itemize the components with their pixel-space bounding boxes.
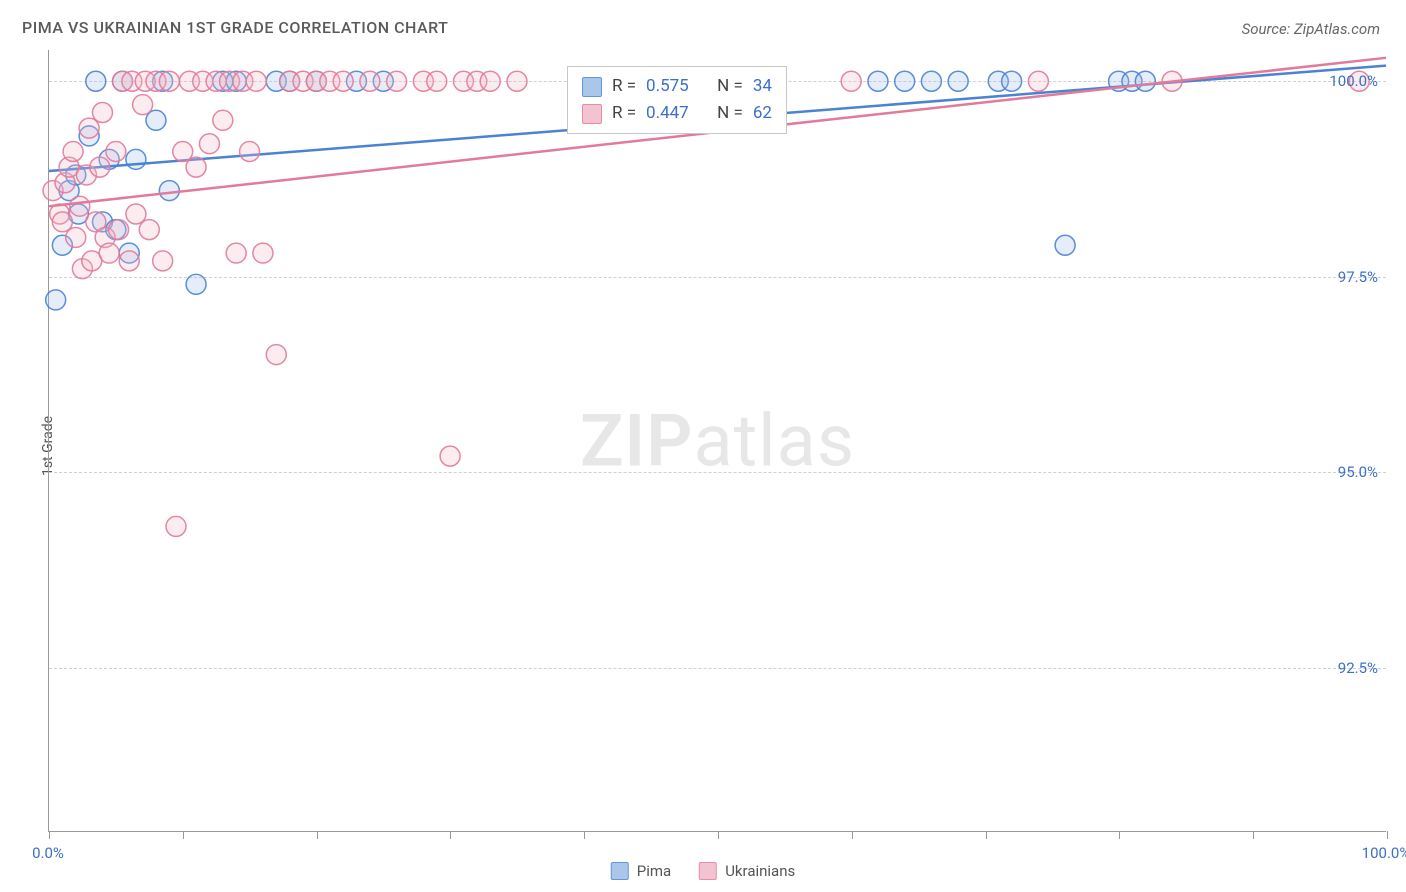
x-tick [183,831,184,839]
x-tick [1387,831,1388,839]
data-point [153,251,173,271]
y-tick-label: 92.5% [1338,659,1378,677]
correlation-stats-box: R = 0.575 N = 34 R = 0.447 N = 62 [567,66,787,134]
data-point [480,71,500,91]
data-point [1028,71,1048,91]
x-tick [1119,831,1120,839]
data-point [66,227,86,247]
x-tick [317,831,318,839]
data-point [266,345,286,365]
x-tick [718,831,719,839]
data-point [1135,71,1155,91]
data-point [133,95,153,115]
n-value: 62 [753,100,772,127]
data-point [126,149,146,169]
data-point [63,142,83,162]
stats-swatch [582,77,602,97]
r-value: 0.575 [646,73,689,100]
r-label: R = [612,73,636,100]
correlation-chart: PIMA VS UKRAINIAN 1ST GRADE CORRELATION … [0,0,1406,892]
data-point [186,157,206,177]
data-point [427,71,447,91]
data-point [240,142,260,162]
data-point [921,71,941,91]
x-tick [986,831,987,839]
data-point [360,71,380,91]
y-tick-label: 100.0% [1329,72,1378,90]
data-point [86,71,106,91]
legend-item-pima: Pima [611,862,671,880]
data-point [948,71,968,91]
data-point [841,71,861,91]
data-point [159,71,179,91]
data-point [159,181,179,201]
data-point [92,102,112,122]
x-tick [49,831,50,839]
x-axis-start-label: 0.0% [32,844,64,862]
data-point [199,134,219,154]
scatter-svg [49,50,1386,831]
data-point [166,516,186,536]
data-point [106,142,126,162]
stats-row: R = 0.575 N = 34 [582,73,772,100]
legend-label: Ukrainians [725,862,795,880]
x-tick [450,831,451,839]
data-point [895,71,915,91]
x-tick [584,831,585,839]
ukrainians-swatch [699,862,717,880]
data-point [868,71,888,91]
data-point [507,71,527,91]
data-point [119,251,139,271]
x-axis-end-label: 100.0% [1362,844,1406,862]
data-point [213,110,233,130]
data-point [109,220,129,240]
data-point [46,290,66,310]
legend: Pima Ukrainians [611,862,795,880]
source-attribution: Source: ZipAtlas.com [1242,20,1380,38]
data-point [253,243,273,263]
r-value: 0.447 [646,100,689,127]
data-point [186,274,206,294]
r-label: R = [612,100,636,127]
data-point [226,243,246,263]
data-point [90,157,110,177]
n-label: N = [717,100,743,127]
n-label: N = [717,73,743,100]
n-value: 34 [753,73,772,100]
data-point [70,196,90,216]
data-point [387,71,407,91]
plot-area: ZIPatlas [48,50,1386,832]
data-point [139,220,159,240]
pima-swatch [611,862,629,880]
legend-label: Pima [637,862,671,880]
y-tick-label: 97.5% [1338,268,1378,286]
data-point [246,71,266,91]
data-point [1055,235,1075,255]
stats-row: R = 0.447 N = 62 [582,100,772,127]
stats-swatch [582,104,602,124]
chart-title: PIMA VS UKRAINIAN 1ST GRADE CORRELATION … [22,18,448,37]
x-tick [852,831,853,839]
legend-item-ukrainians: Ukrainians [699,862,795,880]
data-point [440,446,460,466]
data-point [333,71,353,91]
data-point [1002,71,1022,91]
y-tick-label: 95.0% [1338,463,1378,481]
data-point [99,243,119,263]
x-tick [1253,831,1254,839]
